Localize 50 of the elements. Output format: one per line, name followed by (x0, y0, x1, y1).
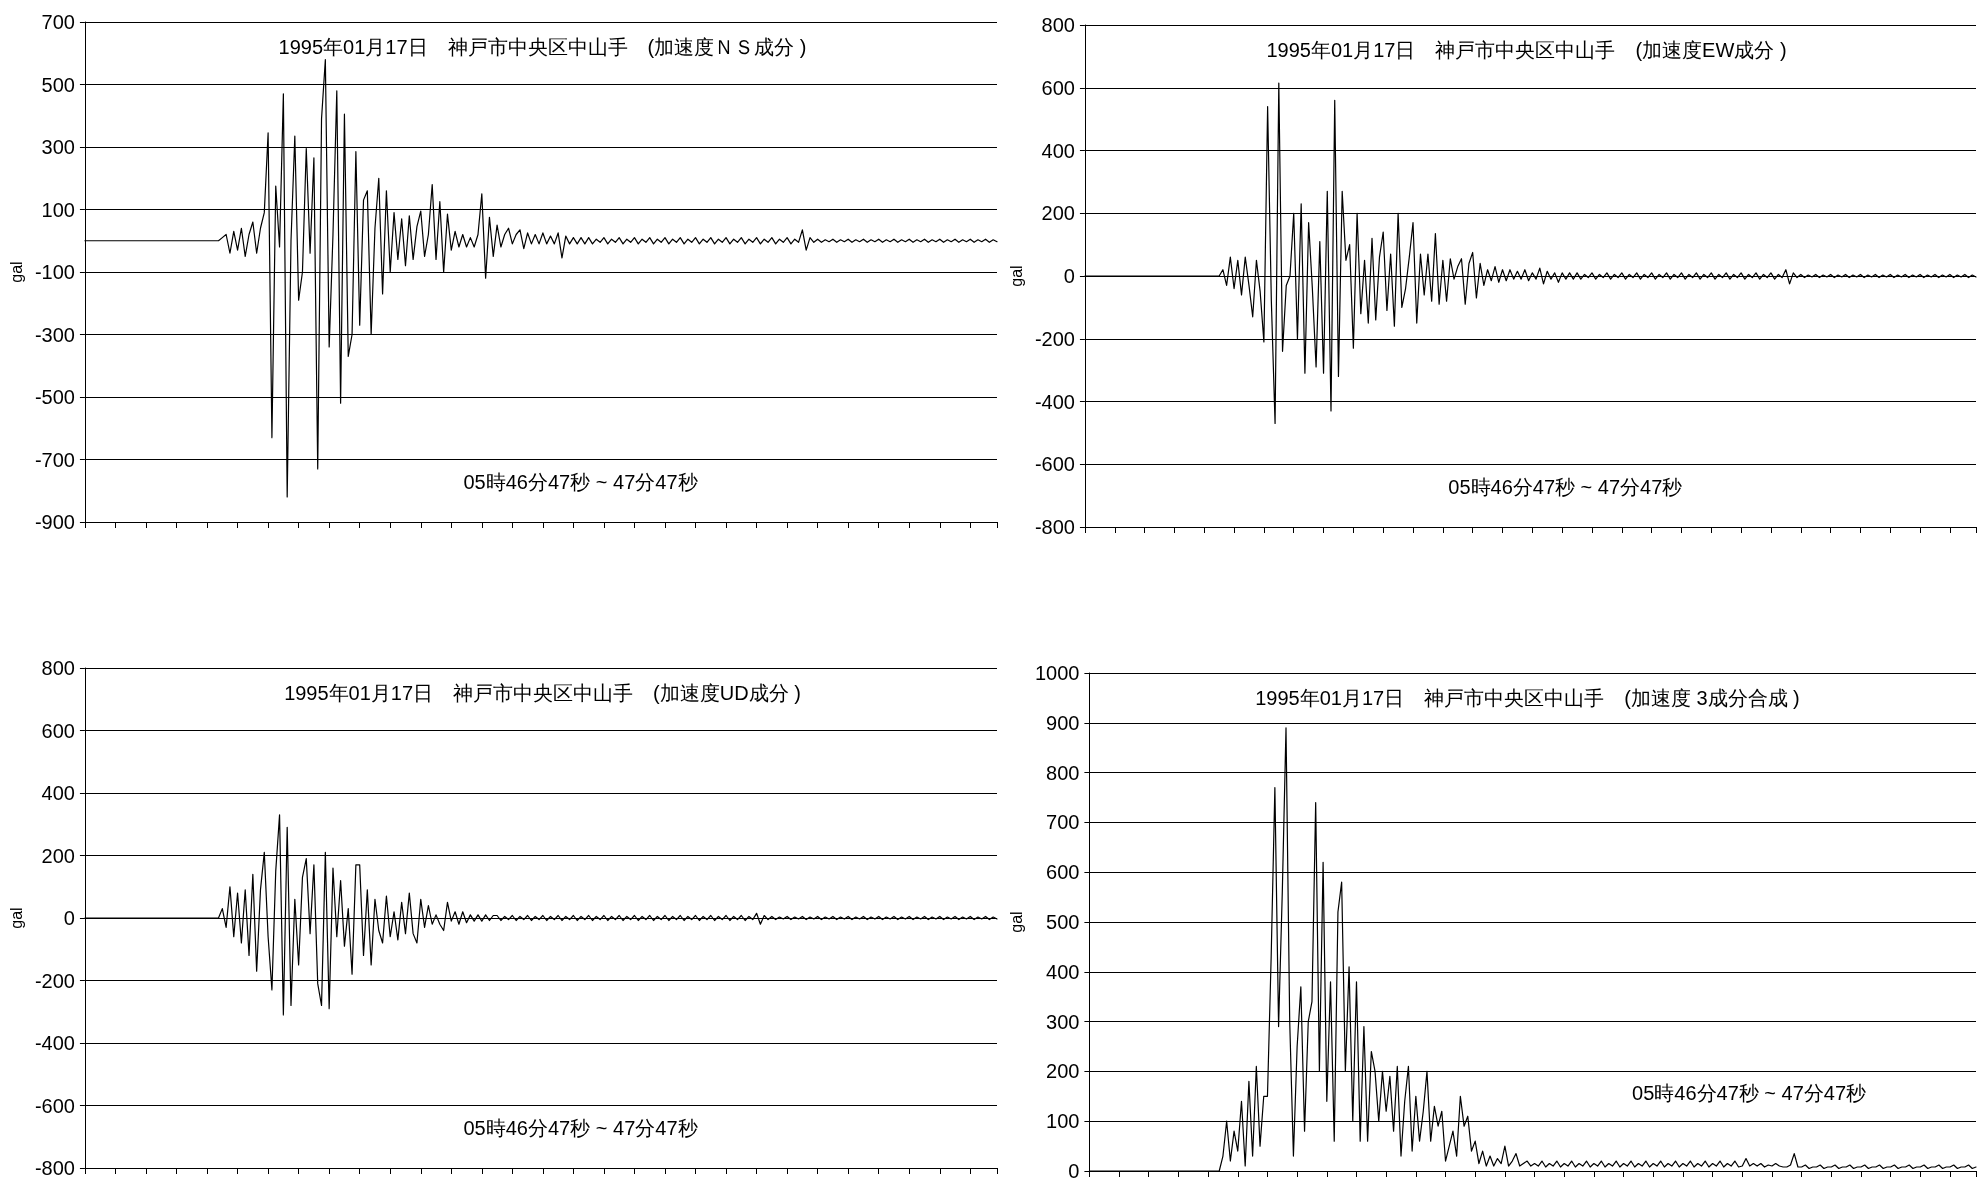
y-tick-label: -200 (34, 969, 75, 992)
y-tick-label: 200 (1046, 1060, 1080, 1083)
y-tick-label: 800 (1041, 14, 1075, 36)
y-tick-label: 500 (41, 73, 75, 96)
y-axis-title: gal (7, 907, 25, 929)
y-tick-label: -800 (34, 1157, 75, 1179)
y-tick-label: -700 (34, 448, 75, 471)
annotation: 05時46分47秒 ~ 47分47秒 (1448, 475, 1683, 498)
y-tick-label: -600 (1034, 453, 1075, 476)
annotation: 05時46分47秒 ~ 47分47秒 (463, 1117, 698, 1139)
y-axis-title: gal (7, 261, 25, 283)
y-tick-label: 400 (1046, 960, 1080, 983)
annotation: 05時46分47秒 ~ 47分47秒 (1632, 1082, 1867, 1104)
text: 1995年01月17日 神戸市中央区中山手 (加速度ＮＳ成分 ) (278, 36, 807, 58)
y-tick-label: -500 (34, 386, 75, 408)
y-tick-label: -900 (34, 511, 75, 533)
y-tick-label: -300 (34, 323, 75, 346)
y-tick-label: 100 (1046, 1110, 1080, 1133)
y-axis-title: gal (1007, 265, 1025, 287)
text: 1995年01月17日 神戸市中央区中山手 (加速度UD成分 ) (284, 682, 801, 704)
y-tick-label: 800 (41, 657, 75, 679)
y-tick-label: 300 (41, 136, 75, 158)
y-tick-label: -800 (1034, 516, 1075, 538)
text: 1995年01月17日 神戸市中央区中山手 (加速度 3成分合成 ) (1255, 687, 1800, 709)
y-tick-label: 600 (41, 719, 75, 742)
y-tick-label: 400 (41, 782, 75, 804)
y-tick-label: 200 (41, 844, 75, 867)
y-tick-label: -600 (34, 1094, 75, 1117)
y-tick-label: 200 (1041, 202, 1075, 225)
y-axis-title: gal (1007, 911, 1025, 933)
y-tick-label: 0 (63, 907, 75, 929)
y-tick-label: 400 (1041, 139, 1075, 162)
y-tick-label: 1000 (1034, 662, 1080, 684)
y-tick-label: 0 (1068, 1160, 1080, 1181)
y-tick-label: 900 (1046, 711, 1080, 734)
y-tick-label: -100 (34, 261, 75, 283)
y-tick-label: -200 (1034, 327, 1075, 350)
y-tick-label: 700 (41, 11, 75, 33)
y-tick-label: -400 (1034, 390, 1075, 413)
y-tick-label: 500 (1046, 911, 1080, 933)
y-tick-label: 300 (1046, 1010, 1080, 1033)
y-tick-label: -400 (34, 1032, 75, 1054)
y-tick-label: 0 (1063, 265, 1075, 287)
y-tick-label: 100 (41, 198, 75, 221)
annotation: 05時46分47秒 ~ 47分47秒 (463, 471, 698, 493)
y-tick-label: 700 (1046, 811, 1080, 834)
y-tick-label: 600 (1046, 861, 1080, 884)
y-tick-label: 800 (1046, 761, 1080, 784)
y-tick-label: 600 (1041, 76, 1075, 99)
text: 1995年01月17日 神戸市中央区中山手 (加速度EW成分 ) (1266, 39, 1787, 61)
